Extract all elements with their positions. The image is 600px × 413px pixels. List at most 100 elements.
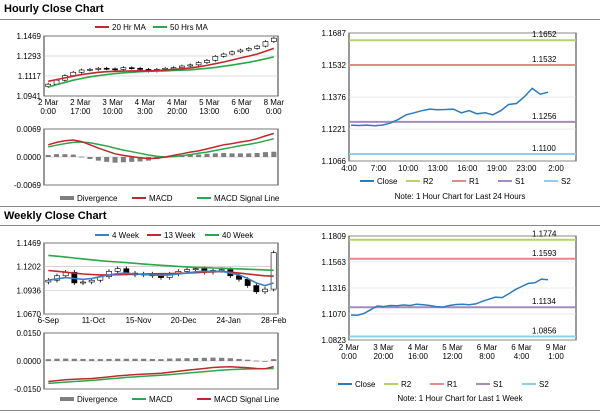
hourly-macd-divergence-bar xyxy=(271,151,277,157)
weekly-line-legend-label-1: R2 xyxy=(401,380,412,389)
weekly-line-legend-label-2: R1 xyxy=(447,380,458,389)
middle-divider xyxy=(0,206,600,207)
hourly-macd-divergence-bar xyxy=(221,152,227,157)
weekly-macd-divergence-bar xyxy=(175,358,181,361)
middle-divider-2 xyxy=(0,225,600,226)
hourly-macd-legend-label-1: MACD xyxy=(149,194,173,203)
weekly-candle-candle-body xyxy=(80,281,86,284)
hourly-line-level-label-r2: 1.1652 xyxy=(532,30,557,39)
weekly-line-level-label-r1: 1.1593 xyxy=(532,249,557,258)
hourly-line-ytick-4: 1.1066 xyxy=(322,157,347,166)
hourly-line-xtick-5: 19:00 xyxy=(487,164,508,173)
hourly-macd-legend-label-2: MACD Signal Line xyxy=(214,194,280,203)
hourly-candle-xtick-1: 2 Mar 17:00 xyxy=(70,98,91,116)
weekly-macd-divergence-bar xyxy=(245,359,251,361)
hourly-line-xtick-6: 23:00 xyxy=(516,164,537,173)
hourly-line-xtick-3: 13:00 xyxy=(428,164,449,173)
weekly-macd-divergence-bar xyxy=(158,359,164,361)
weekly-line-ytick-3: 1.1070 xyxy=(322,310,347,319)
weekly-candle-legend-label-2: 40 Week xyxy=(222,231,254,240)
hourly-macd-divergence-bar xyxy=(45,154,51,157)
weekly-macd-divergence-bar xyxy=(97,359,103,361)
weekly-macd-divergence-bar xyxy=(115,358,121,361)
hourly-macd-divergence-bar xyxy=(196,154,202,157)
weekly-line-close-line xyxy=(350,278,549,316)
hourly-candle-ytick-1: 1.1293 xyxy=(17,52,42,61)
weekly-candle-xtick-1: 11-Oct xyxy=(82,316,106,325)
hourly-line-xtick-1: 7:00 xyxy=(371,164,387,173)
hourly-candle-candle-body xyxy=(187,64,194,67)
hourly-line-legend-label-0: Close xyxy=(377,177,398,186)
weekly-line-ytick-4: 1.0823 xyxy=(322,336,347,345)
hourly-candle-xtick-2: 3 Mar 10:00 xyxy=(102,98,123,116)
weekly-macd-legend-label-0: Divergence xyxy=(77,395,118,404)
weekly-macd-ytick-2: -0.0150 xyxy=(14,385,42,394)
hourly-macd-divergence-bar xyxy=(95,157,101,161)
weekly-line-xtick-3: 5 Mar 12:00 xyxy=(442,343,463,361)
hourly-candle-legend-label-0: 20 Hr MA xyxy=(112,23,146,32)
weekly-candle-ma4-line xyxy=(48,270,274,287)
weekly-macd-divergence-bar xyxy=(106,358,112,361)
top-divider xyxy=(0,19,600,20)
hourly-macd-divergence-bar xyxy=(79,156,85,158)
weekly-candle-ma40-line xyxy=(48,254,274,272)
hourly-macd-divergence-bar xyxy=(87,157,93,160)
hourly-line-xtick-2: 10:00 xyxy=(398,164,419,173)
hourly-candle-legend-label-1: 50 Hrs MA xyxy=(170,23,208,32)
hourly-candle-candle-body xyxy=(103,67,110,70)
weekly-candle-candle-body xyxy=(184,269,190,272)
weekly-candle-legend-label-0: 4 Week xyxy=(112,231,140,240)
hourly-candle-candle-body xyxy=(271,37,277,42)
weekly-candle-ytick-2: 1.0936 xyxy=(17,286,42,295)
hourly-candle-candle-body xyxy=(212,56,219,61)
hourly-line-xtick-0: 4:00 xyxy=(341,164,357,173)
weekly-line-note: Note: 1 Hour Chart for Last 1 Week xyxy=(397,394,523,403)
weekly-line-xtick-2: 4 Mar 16:00 xyxy=(408,343,429,361)
hourly-line-ytick-0: 1.1687 xyxy=(322,29,347,38)
hourly-line-level-label-s1: 1.1256 xyxy=(532,112,557,121)
hourly-macd-divergence-bar xyxy=(137,157,143,162)
hourly-line-note: Note: 1 Hour Chart for Last 24 Hours xyxy=(395,192,526,201)
hourly-candle-xtick-6: 6 Mar 6:00 xyxy=(231,98,252,116)
weekly-candle-xtick-3: 20-Dec xyxy=(171,316,197,325)
weekly-line-legend-label-4: S2 xyxy=(539,380,549,389)
weekly-section-title: Weekly Close Chart xyxy=(4,210,107,222)
hourly-line-legend-label-3: S1 xyxy=(515,177,525,186)
hourly-candle-candle-body xyxy=(245,48,252,51)
weekly-macd-macd-line xyxy=(48,365,274,383)
hourly-macd-divergence-bar xyxy=(187,154,193,157)
hourly-macd-divergence-bar xyxy=(120,157,126,163)
hourly-macd-divergence-bar xyxy=(254,152,260,157)
weekly-macd-divergence-bar xyxy=(123,358,129,361)
weekly-candle-xtick-0: 6-Sep xyxy=(38,316,60,325)
hourly-line-level-label-s2: 1.1100 xyxy=(532,144,556,153)
weekly-candle-ytick-3: 1.0670 xyxy=(17,310,42,319)
weekly-macd-legend-label-1: MACD xyxy=(149,395,173,404)
hourly-candle-candle-body xyxy=(112,68,118,71)
weekly-candle-candle-body xyxy=(236,275,242,280)
weekly-macd-divergence-bar xyxy=(141,358,147,361)
hourly-candle-xtick-3: 4 Mar 3:00 xyxy=(135,98,156,116)
hourly-candle-candle-body xyxy=(78,69,85,73)
hourly-candle-xtick-5: 5 Mar 13:00 xyxy=(199,98,220,116)
weekly-macd-divergence-bar xyxy=(80,358,86,361)
weekly-candle-xtick-5: 28-Feb xyxy=(261,316,287,325)
weekly-candle-candle-body xyxy=(253,285,260,293)
hourly-candle-ma20-line xyxy=(48,47,275,83)
hourly-line-xtick-7: 2:00 xyxy=(548,164,564,173)
weekly-candle-xtick-2: 15-Nov xyxy=(126,316,152,325)
hourly-line-ytick-1: 1.1532 xyxy=(322,61,347,70)
weekly-candle-ytick-1: 1.1202 xyxy=(17,263,42,272)
weekly-candle-candle-body xyxy=(218,269,225,271)
weekly-line-ytick-1: 1.1563 xyxy=(322,258,347,267)
hourly-macd-divergence-bar xyxy=(246,153,252,157)
hourly-candle-candle-body xyxy=(237,49,244,53)
weekly-macd-divergence-bar xyxy=(54,358,60,361)
weekly-macd-divergence-bar xyxy=(262,361,268,362)
hourly-candle-candle-body xyxy=(128,67,135,70)
weekly-macd-divergence-bar xyxy=(201,357,207,361)
weekly-candle-candle-body xyxy=(192,268,199,270)
weekly-candle-candle-body xyxy=(88,279,95,283)
hourly-line-chart: 1.1687 1.1532 1.1376 1.1221 1.1066 1.1652 1.15… xyxy=(322,29,577,201)
